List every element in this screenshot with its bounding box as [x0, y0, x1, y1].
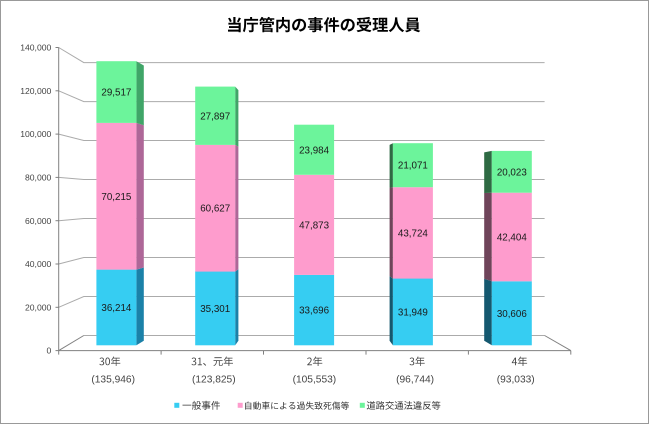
svg-text:120,000: 120,000 [20, 86, 51, 96]
svg-text:0: 0 [47, 346, 52, 356]
svg-text:31,949: 31,949 [398, 308, 428, 319]
svg-text:42,404: 42,404 [497, 233, 528, 244]
svg-text:(105,553): (105,553) [293, 374, 337, 385]
svg-text:29,517: 29,517 [101, 88, 131, 99]
svg-text:(123,825): (123,825) [192, 374, 236, 385]
svg-text:40,000: 40,000 [25, 259, 52, 269]
svg-text:140,000: 140,000 [20, 43, 51, 53]
svg-text:21,071: 21,071 [398, 161, 428, 172]
svg-text:35,301: 35,301 [200, 304, 230, 315]
svg-text:36,214: 36,214 [101, 303, 132, 314]
svg-text:20,023: 20,023 [497, 167, 528, 178]
svg-text:(93,033): (93,033) [497, 374, 535, 385]
svg-text:80,000: 80,000 [25, 173, 52, 183]
svg-text:60,000: 60,000 [25, 216, 52, 226]
svg-text:20,000: 20,000 [25, 302, 52, 312]
svg-text:(96,744): (96,744) [396, 374, 434, 385]
svg-text:23,984: 23,984 [299, 145, 330, 156]
svg-text:30,606: 30,606 [497, 309, 528, 320]
svg-text:(135,946): (135,946) [91, 374, 135, 385]
svg-text:33,696: 33,696 [299, 306, 330, 317]
svg-text:100,000: 100,000 [20, 129, 51, 139]
svg-text:27,897: 27,897 [200, 111, 230, 122]
svg-text:60,627: 60,627 [200, 204, 230, 215]
svg-text:47,873: 47,873 [299, 220, 330, 231]
svg-text:43,724: 43,724 [398, 228, 429, 239]
svg-text:70,215: 70,215 [101, 192, 132, 203]
